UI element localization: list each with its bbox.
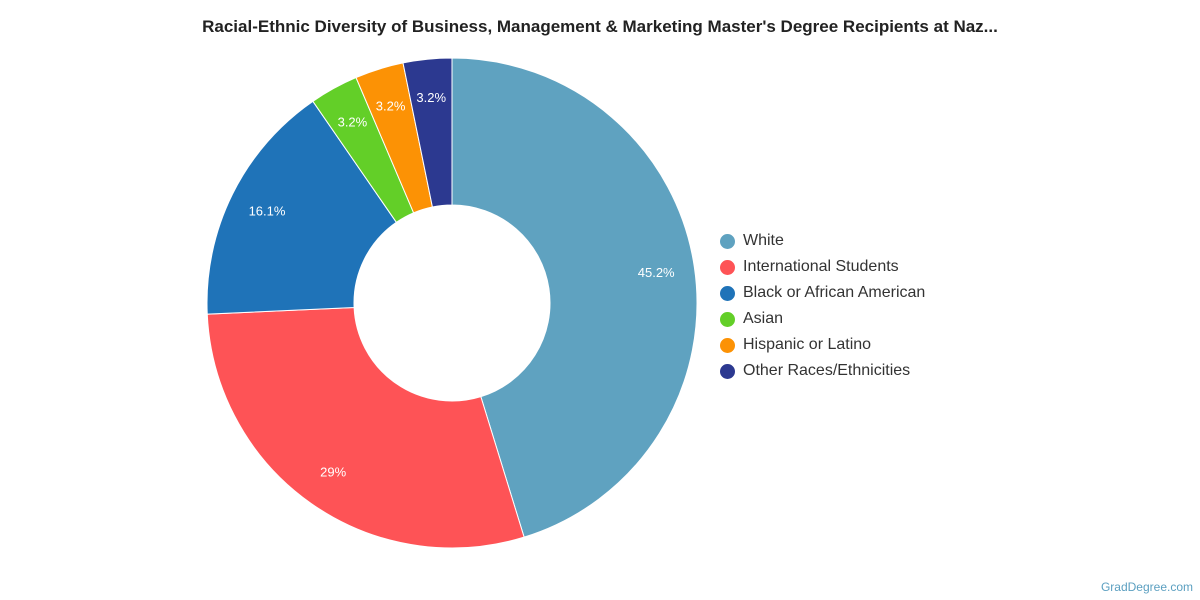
legend-item-asian[interactable]: Asian <box>720 306 925 332</box>
legend-swatch <box>720 285 735 301</box>
slice-white[interactable] <box>451 57 698 538</box>
source-credit[interactable]: GradDegree.com <box>1100 580 1193 594</box>
legend-swatch <box>720 363 735 379</box>
legend-swatch <box>720 337 735 353</box>
data-label-asian: 3.2% <box>338 115 368 130</box>
legend-label: Hispanic or Latino <box>743 336 872 353</box>
legend-item-black-or-african-american[interactable]: Black or African American <box>720 280 925 306</box>
legend-item-white[interactable]: White <box>720 228 925 254</box>
legend-swatch <box>720 259 735 275</box>
legend-label: Asian <box>743 310 784 327</box>
legend-item-international-students[interactable]: International Students <box>720 254 925 280</box>
legend-label: Other Races/Ethnicities <box>743 362 911 379</box>
data-label-international-students: 29% <box>320 464 346 479</box>
data-label-black-or-african-american: 16.1% <box>249 204 286 219</box>
legend-swatch <box>720 233 735 249</box>
chart-legend: White International Students Black or Afri… <box>720 228 925 384</box>
chart-title: Racial-Ethnic Diversity of Business, Man… <box>202 17 998 36</box>
legend-item-other-races-ethnicities[interactable]: Other Races/Ethnicities <box>720 358 925 384</box>
slice-international-students[interactable] <box>206 306 525 549</box>
legend-label: International Students <box>743 258 899 275</box>
slice-other-races-ethnicities[interactable] <box>402 57 453 208</box>
legend-swatch <box>720 311 735 327</box>
legend-label: Black or African American <box>743 284 926 301</box>
data-label-hispanic-or-latino: 3.2% <box>376 98 406 113</box>
legend-label: White <box>743 232 784 249</box>
data-label-other-races-ethnicities: 3.2% <box>416 90 446 105</box>
legend-item-hispanic-or-latino[interactable]: Hispanic or Latino <box>720 332 925 358</box>
data-label-white: 45.2% <box>638 265 675 280</box>
